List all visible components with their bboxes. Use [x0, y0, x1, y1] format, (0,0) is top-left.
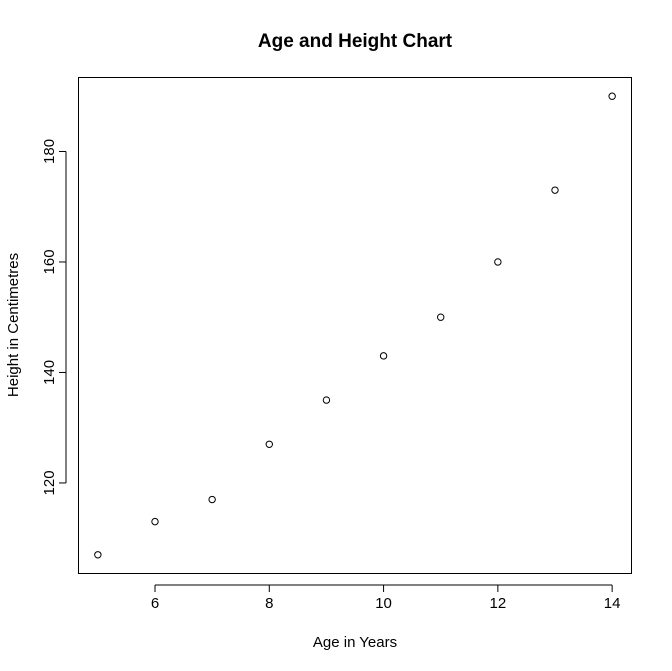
x-tick-label: 12: [490, 595, 507, 612]
x-axis: 6 8 10 12 14: [151, 584, 621, 612]
data-point: [437, 313, 445, 321]
y-axis: 120 140 160 180: [41, 139, 67, 495]
x-axis-label: Age in Years: [313, 634, 397, 651]
y-tick-label: 160: [41, 249, 58, 274]
data-points: [94, 92, 616, 559]
data-point: [608, 92, 616, 100]
y-tick-label: 180: [41, 139, 58, 164]
x-tick-label: 10: [375, 595, 392, 612]
plot-area-frame: [78, 77, 632, 574]
data-point: [151, 517, 159, 526]
x-tick-label: 8: [265, 595, 273, 612]
y-tick-label: 120: [41, 470, 58, 495]
data-point: [265, 440, 273, 448]
data-point: [94, 551, 102, 559]
y-tick-label: 140: [41, 360, 58, 385]
y-axis-label: Height in Centimetres: [5, 253, 22, 397]
data-point: [322, 396, 331, 404]
chart-title: Age and Height Chart: [258, 31, 453, 52]
x-tick-label: 14: [604, 595, 621, 612]
data-point: [379, 352, 388, 360]
data-point: [551, 186, 559, 194]
data-point: [494, 258, 502, 266]
x-tick-label: 6: [151, 595, 159, 612]
data-point: [208, 495, 216, 504]
